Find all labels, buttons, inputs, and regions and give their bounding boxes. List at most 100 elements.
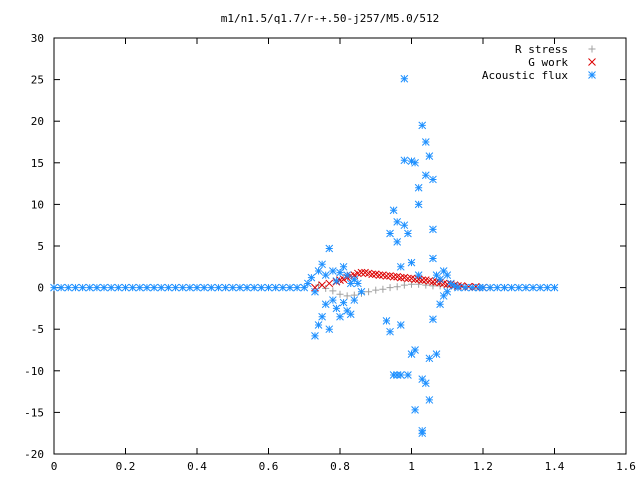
point-acoustic-flux: [357, 287, 366, 296]
point-acoustic-flux: [221, 283, 230, 292]
point-acoustic-flux: [386, 229, 394, 238]
legend-marker: [588, 58, 596, 66]
point-acoustic-flux: [414, 200, 423, 209]
point-g-work: [375, 271, 384, 279]
point-acoustic-flux: [393, 218, 402, 226]
point-r-stress: [436, 282, 444, 290]
point-acoustic-flux: [336, 312, 344, 321]
x-tick-label: 0.4: [187, 460, 207, 473]
point-g-work: [429, 277, 437, 286]
axis-ticks: 0 0.2 0.4 0.6 0.8 1 1.2 1.4 1.6 30 25 20 15 10 5 0 -5 -10…: [24, 32, 636, 473]
point-r-stress: [429, 282, 437, 290]
legend-marker: [588, 45, 596, 53]
point-acoustic-flux: [436, 300, 444, 309]
y-tick-label: -5: [31, 323, 44, 336]
point-acoustic-flux: [443, 287, 452, 296]
point-acoustic-flux: [264, 283, 273, 292]
point-acoustic-flux: [400, 156, 409, 165]
point-r-stress: [336, 290, 344, 298]
point-acoustic-flux: [346, 310, 355, 319]
point-acoustic-flux: [432, 350, 441, 359]
point-acoustic-flux: [328, 296, 337, 304]
point-acoustic-flux: [193, 283, 201, 292]
point-acoustic-flux: [114, 283, 123, 292]
point-acoustic-flux: [429, 254, 437, 263]
x-tick-label: 1: [408, 460, 415, 473]
point-acoustic-flux: [214, 283, 223, 292]
point-acoustic-flux: [396, 321, 405, 329]
point-acoustic-flux: [311, 332, 319, 340]
point-r-stress: [393, 283, 401, 291]
point-acoustic-flux: [429, 315, 437, 324]
point-g-work: [325, 279, 334, 288]
point-g-work: [318, 281, 326, 289]
point-acoustic-flux: [171, 283, 180, 292]
point-acoustic-flux: [243, 283, 251, 292]
point-acoustic-flux: [418, 121, 427, 130]
point-acoustic-flux: [418, 429, 427, 438]
legend-label: G work: [528, 56, 568, 69]
point-acoustic-flux: [286, 283, 294, 292]
point-acoustic-flux: [93, 283, 101, 292]
point-g-work: [357, 268, 366, 277]
point-acoustic-flux: [78, 283, 87, 292]
point-acoustic-flux: [257, 283, 266, 292]
point-r-stress: [422, 281, 430, 289]
x-tick-label: 1.4: [545, 460, 565, 473]
point-acoustic-flux: [328, 267, 337, 275]
point-acoustic-flux: [393, 237, 402, 246]
point-acoustic-flux: [404, 371, 412, 379]
point-acoustic-flux: [389, 206, 398, 215]
y-tick-label: 30: [31, 32, 44, 45]
point-acoustic-flux: [57, 283, 66, 292]
point-r-stress: [343, 292, 351, 300]
y-tick-label: -15: [24, 406, 44, 419]
x-tick-label: 0.8: [330, 460, 350, 473]
point-acoustic-flux: [429, 175, 437, 184]
point-acoustic-flux: [157, 283, 166, 292]
point-acoustic-flux: [425, 354, 434, 363]
point-acoustic-flux: [50, 283, 58, 292]
point-acoustic-flux: [64, 283, 73, 292]
point-acoustic-flux: [400, 74, 409, 83]
chart-title: m1/n1.5/q1.7/r-+.50-j257/M5.0/512: [221, 12, 440, 25]
point-acoustic-flux: [454, 283, 462, 292]
point-acoustic-flux: [407, 350, 416, 359]
point-acoustic-flux: [128, 283, 137, 292]
point-acoustic-flux: [325, 244, 334, 253]
point-acoustic-flux: [436, 275, 444, 284]
point-acoustic-flux: [339, 262, 348, 271]
point-acoustic-flux: [303, 279, 312, 288]
point-acoustic-flux: [550, 283, 559, 292]
point-acoustic-flux: [207, 283, 216, 292]
point-acoustic-flux: [468, 283, 477, 292]
point-acoustic-flux: [311, 287, 319, 296]
point-g-work: [368, 270, 377, 279]
point-acoustic-flux: [407, 258, 416, 267]
point-acoustic-flux: [250, 283, 259, 292]
point-acoustic-flux: [414, 183, 423, 192]
point-r-stress: [329, 287, 337, 295]
point-acoustic-flux: [386, 327, 394, 336]
data-marks: [50, 74, 559, 438]
point-g-work: [396, 273, 405, 282]
y-tick-label: 10: [31, 198, 44, 211]
point-acoustic-flux: [318, 260, 326, 269]
point-acoustic-flux: [293, 283, 301, 292]
point-acoustic-flux: [396, 371, 405, 379]
y-tick-label: 25: [31, 74, 44, 87]
point-acoustic-flux: [336, 268, 344, 277]
point-acoustic-flux: [200, 283, 209, 292]
point-acoustic-flux: [332, 304, 341, 313]
point-acoustic-flux: [100, 283, 108, 292]
x-tick-label: 0.2: [116, 460, 136, 473]
point-acoustic-flux: [393, 371, 402, 379]
point-acoustic-flux: [318, 312, 326, 321]
point-acoustic-flux: [278, 283, 287, 292]
point-acoustic-flux: [314, 267, 323, 275]
point-acoustic-flux: [343, 271, 352, 279]
point-acoustic-flux: [411, 158, 419, 167]
legend-label: Acoustic flux: [482, 69, 568, 82]
point-acoustic-flux: [404, 229, 412, 238]
